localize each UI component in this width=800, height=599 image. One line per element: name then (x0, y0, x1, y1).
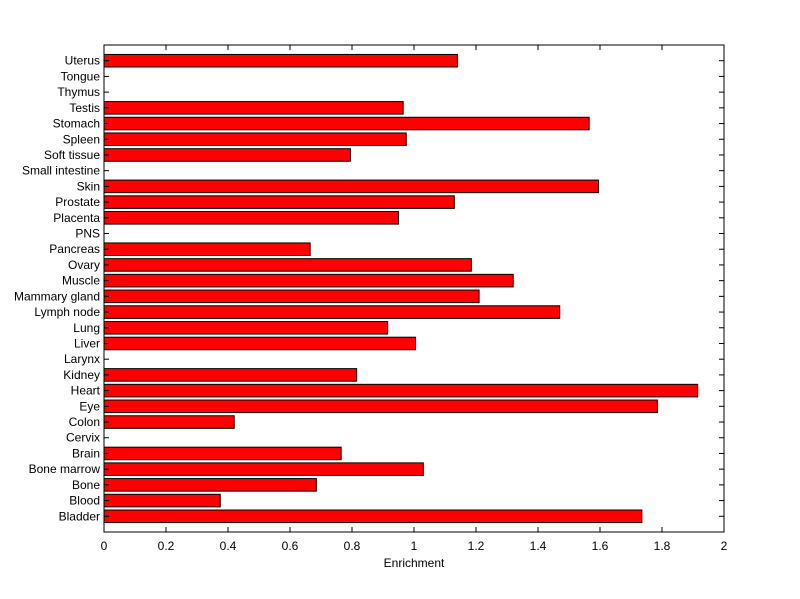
x-tick-label: 1.2 (468, 539, 485, 553)
category-label: Prostate (55, 195, 100, 209)
category-label: Heart (71, 384, 101, 398)
bar (103, 446, 342, 461)
bar (103, 179, 599, 194)
bars-group (103, 53, 699, 524)
bar (103, 305, 561, 319)
bar (103, 399, 658, 414)
bar (103, 195, 455, 209)
x-tick-label: 1.4 (530, 539, 547, 553)
bar (103, 211, 399, 225)
category-label: Mammary gland (14, 289, 100, 303)
category-label: Soft tissue (44, 148, 100, 162)
category-label: Brain (72, 446, 100, 460)
x-tick-label: 1.8 (654, 539, 671, 553)
category-label: Ovary (68, 258, 100, 272)
category-label: Muscle (62, 274, 100, 288)
category-label: Tongue (61, 69, 101, 83)
bar (103, 415, 235, 429)
category-label: Kidney (63, 368, 100, 382)
category-label: Thymus (57, 85, 100, 99)
ticks-group (103, 45, 725, 532)
category-label: Lymph node (34, 305, 100, 319)
bar (103, 116, 590, 131)
x-tick-label: 0.6 (282, 539, 299, 553)
category-label: Testis (69, 101, 100, 115)
bar (103, 493, 221, 508)
bar (103, 101, 404, 115)
x-tick-label: 0.8 (344, 539, 361, 553)
bar (103, 368, 358, 382)
x-tick-label: 2 (721, 539, 728, 553)
x-tick-labels: 0 0.2 0.4 0.6 0.8 1 1.2 1.4 1.6 1.8 2 (101, 539, 728, 553)
category-label: Bone marrow (29, 462, 101, 476)
bar (103, 258, 472, 272)
bar (103, 148, 351, 162)
category-label: Pancreas (49, 242, 100, 256)
category-label: Placenta (53, 211, 100, 225)
x-tick-label: 0 (101, 539, 108, 553)
bar (103, 273, 514, 288)
category-label: Bone (72, 478, 100, 492)
category-label: PNS (75, 227, 100, 241)
x-axis-label: Enrichment (384, 556, 445, 570)
bar (103, 320, 389, 335)
category-label: Uterus (65, 54, 100, 68)
category-label: Small intestine (22, 164, 100, 178)
category-label: Colon (69, 415, 100, 429)
category-label: Blood (69, 494, 100, 508)
bar (103, 289, 480, 304)
bar (103, 242, 311, 257)
category-label: Lung (73, 321, 100, 335)
bar (103, 53, 458, 68)
bar (103, 478, 317, 492)
x-tick-label: 0.4 (220, 539, 237, 553)
category-label: Stomach (53, 117, 100, 131)
x-tick-label: 1.6 (592, 539, 609, 553)
category-label: Skin (77, 179, 100, 193)
bar (103, 462, 424, 476)
bar (103, 383, 699, 398)
category-label: Cervix (66, 431, 100, 445)
category-label: Spleen (63, 132, 100, 146)
category-label: Eye (79, 399, 100, 413)
bar (103, 336, 417, 351)
x-tick-label: 1 (411, 539, 418, 553)
bar (103, 509, 643, 524)
category-label: Larynx (64, 352, 100, 366)
category-label: Liver (74, 336, 100, 350)
x-tick-label: 0.2 (158, 539, 175, 553)
bar (103, 132, 407, 147)
category-label: Bladder (59, 509, 100, 523)
